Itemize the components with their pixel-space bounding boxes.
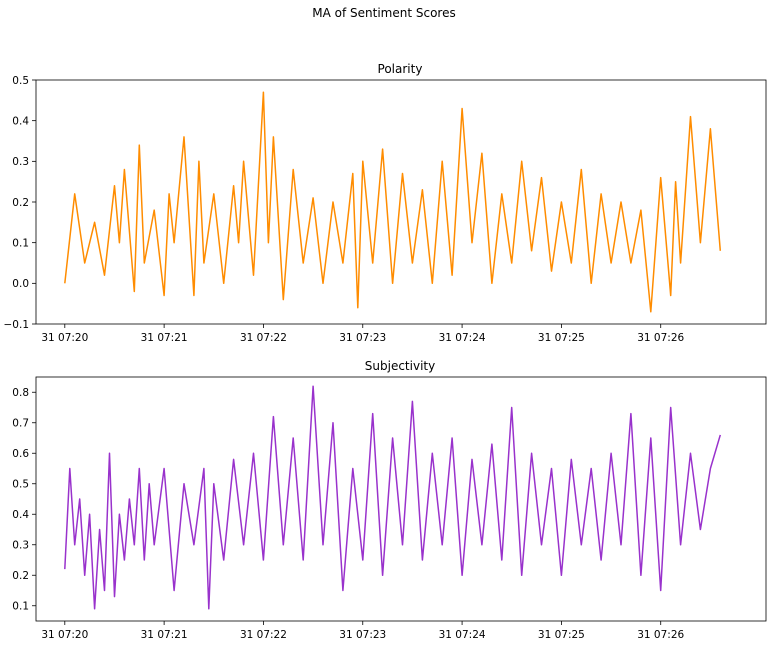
subjectivity-frame (35, 376, 767, 622)
polarity-xtick-label: 31 07:21 (141, 332, 188, 344)
subjectivity-xtick-label: 31 07:25 (538, 629, 585, 641)
polarity-axes: Polarity −0.1 0.0 0.1 0.2 0.3 0.4 0.5 31 07:20… (4, 62, 767, 344)
polarity-xtick-label: 31 07:25 (538, 332, 585, 344)
subjectivity-ytick-label: 0.3 (12, 540, 29, 552)
polarity-xtick-label: 31 07:23 (339, 332, 386, 344)
polarity-ytick-label: 0.5 (12, 75, 29, 87)
subjectivity-axes: Subjectivity 0.1 0.2 0.3 0.4 0.5 0.6 0.7 0.8 31… (12, 359, 767, 641)
polarity-x-axis: 31 07:20 31 07:21 31 07:22 31 07:23 31 07:24… (41, 324, 685, 344)
polarity-series-line (64, 91, 722, 313)
polarity-xtick-label: 31 07:26 (637, 332, 684, 344)
polarity-ytick-label: 0.2 (12, 197, 29, 209)
polarity-xtick-label: 31 07:24 (439, 332, 486, 344)
polarity-ytick-label: 0.1 (12, 237, 29, 249)
subjectivity-ytick-label: 0.1 (12, 601, 29, 613)
subjectivity-y-axis: 0.1 0.2 0.3 0.4 0.5 0.6 0.7 0.8 (12, 387, 36, 613)
polarity-xtick-label: 31 07:20 (41, 332, 88, 344)
subjectivity-title: Subjectivity (365, 359, 435, 373)
subjectivity-xtick-label: 31 07:21 (141, 629, 188, 641)
subjectivity-ytick-label: 0.5 (12, 479, 29, 491)
subjectivity-xtick-label: 31 07:24 (439, 629, 486, 641)
subjectivity-xtick-label: 31 07:26 (637, 629, 684, 641)
chart-suptitle: MA of Sentiment Scores (312, 6, 455, 20)
subjectivity-x-axis: 31 07:20 31 07:21 31 07:22 31 07:23 31 07:24… (41, 621, 685, 641)
polarity-ytick-label: 0.3 (12, 156, 29, 168)
polarity-ytick-label: 0.4 (12, 115, 29, 127)
polarity-frame (35, 79, 767, 325)
subjectivity-ytick-label: 0.4 (12, 509, 29, 521)
subjectivity-series-line (64, 385, 722, 610)
subjectivity-xtick-label: 31 07:20 (41, 629, 88, 641)
polarity-ytick-label: −0.1 (4, 319, 30, 331)
polarity-xtick-label: 31 07:22 (240, 332, 287, 344)
subjectivity-xtick-label: 31 07:22 (240, 629, 287, 641)
polarity-y-axis: −0.1 0.0 0.1 0.2 0.3 0.4 0.5 (4, 75, 36, 331)
subjectivity-ytick-label: 0.2 (12, 570, 29, 582)
subjectivity-xtick-label: 31 07:23 (339, 629, 386, 641)
subjectivity-ytick-label: 0.8 (12, 387, 29, 399)
subjectivity-ytick-label: 0.6 (12, 448, 29, 460)
polarity-ytick-label: 0.0 (12, 278, 29, 290)
subjectivity-ytick-label: 0.7 (12, 418, 29, 430)
polarity-title: Polarity (378, 62, 423, 76)
